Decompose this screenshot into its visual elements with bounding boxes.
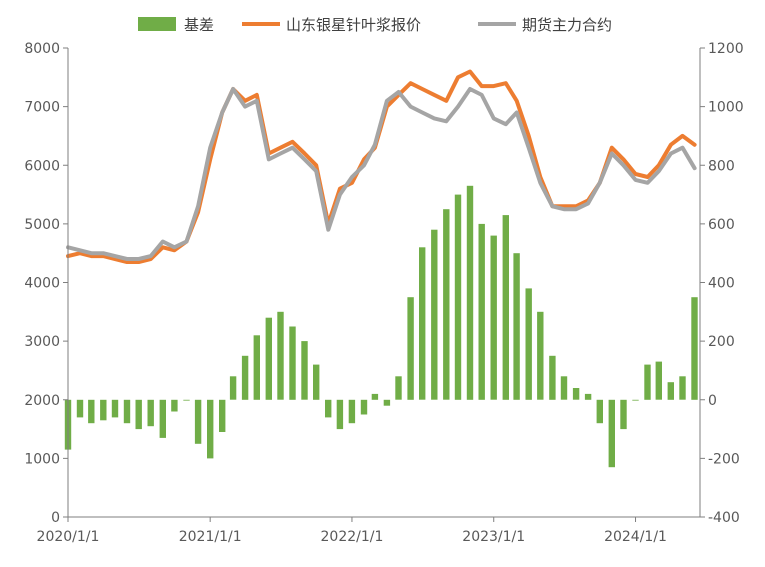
basis-bar: [644, 364, 651, 400]
basis-bar: [325, 399, 332, 418]
basis-bar: [100, 399, 107, 421]
basis-bar: [241, 355, 249, 400]
tick-labels: 010002000300040005000600070008000-400-20…: [24, 41, 743, 545]
basis-bar: [171, 399, 178, 412]
x-tick-label: 2023/1/1: [462, 529, 525, 545]
left-tick-label: 0: [51, 510, 60, 526]
right-tick-label: 800: [708, 158, 735, 174]
basis-bars: [64, 185, 698, 468]
basis-bar: [608, 399, 615, 468]
legend-label-spot: 山东银星针叶浆报价: [286, 16, 421, 34]
basis-bar: [135, 399, 142, 430]
legend: 基差 山东银星针叶浆报价 期货主力合约: [138, 16, 612, 34]
right-tick-label: -200: [708, 451, 740, 467]
basis-bar: [443, 209, 450, 400]
basis-bar: [289, 326, 296, 400]
right-tick-label: 1200: [708, 41, 744, 57]
right-tick-label: -400: [708, 510, 740, 526]
price-lines: [66, 69, 697, 264]
basis-bar: [431, 229, 438, 400]
basis-bar: [253, 335, 260, 400]
basis-bar: [194, 399, 202, 444]
basis-bar: [549, 355, 556, 400]
basis-bar: [123, 399, 131, 424]
basis-bar: [219, 399, 226, 432]
right-tick-label: 1000: [708, 100, 744, 116]
right-tick-label: 400: [708, 276, 735, 292]
basis-bar: [490, 235, 497, 400]
basis-bar: [478, 223, 485, 400]
left-tick-label: 7000: [24, 100, 60, 116]
basis-bar: [691, 297, 698, 400]
left-tick-label: 3000: [24, 334, 60, 350]
basis-bar: [525, 288, 532, 400]
basis-bar: [147, 399, 154, 427]
spot-price-line: [66, 69, 697, 264]
basis-bar: [159, 399, 166, 438]
basis-bar: [502, 215, 509, 400]
basis-bar: [229, 376, 237, 400]
left-tick-label: 1000: [24, 451, 60, 467]
legend-label-basis: 基差: [184, 16, 214, 34]
basis-bar: [560, 376, 568, 400]
legend-swatch-basis: [138, 17, 176, 31]
basis-bar: [301, 341, 308, 400]
x-tick-label: 2024/1/1: [604, 529, 667, 545]
basis-bar: [513, 253, 520, 400]
left-tick-label: 6000: [24, 158, 60, 174]
basis-bar: [265, 317, 272, 400]
basis-bar: [407, 297, 414, 400]
left-tick-label: 4000: [24, 276, 60, 292]
x-tick-label: 2020/1/1: [37, 529, 100, 545]
basis-bar: [572, 388, 580, 400]
x-tick-label: 2022/1/1: [321, 529, 384, 545]
basis-bar: [313, 364, 320, 400]
basis-bar: [466, 185, 474, 400]
right-tick-label: 0: [708, 393, 717, 409]
right-tick-label: 600: [708, 217, 735, 233]
basis-bar: [632, 399, 639, 401]
legend-label-futures: 期货主力合约: [522, 16, 612, 34]
basis-bar: [679, 376, 686, 400]
basis-bar: [537, 311, 544, 400]
basis-bar: [207, 399, 214, 459]
left-tick-label: 5000: [24, 217, 60, 233]
left-tick-label: 8000: [24, 41, 60, 57]
basis-bar: [419, 247, 426, 400]
basis-bar: [454, 194, 462, 400]
basis-bar: [183, 399, 190, 401]
basis-bar: [395, 376, 402, 400]
basis-bar: [111, 399, 119, 418]
basis-bar: [620, 399, 627, 430]
right-tick-label: 200: [708, 334, 735, 350]
basis-bar: [360, 399, 368, 415]
basis-bar: [383, 399, 391, 406]
basis-bar: [76, 399, 84, 418]
basis-bar: [88, 399, 95, 424]
basis-bar: [371, 393, 379, 400]
basis-bar: [655, 361, 662, 400]
basis-bar: [336, 399, 344, 430]
x-tick-label: 2021/1/1: [179, 529, 242, 545]
left-tick-label: 2000: [24, 393, 60, 409]
basis-bar: [277, 311, 284, 400]
basis-bar: [667, 382, 674, 400]
basis-bar: [596, 399, 603, 424]
basis-bar: [584, 393, 592, 400]
basis-bar: [348, 399, 356, 424]
futures-price-line: [66, 87, 697, 261]
